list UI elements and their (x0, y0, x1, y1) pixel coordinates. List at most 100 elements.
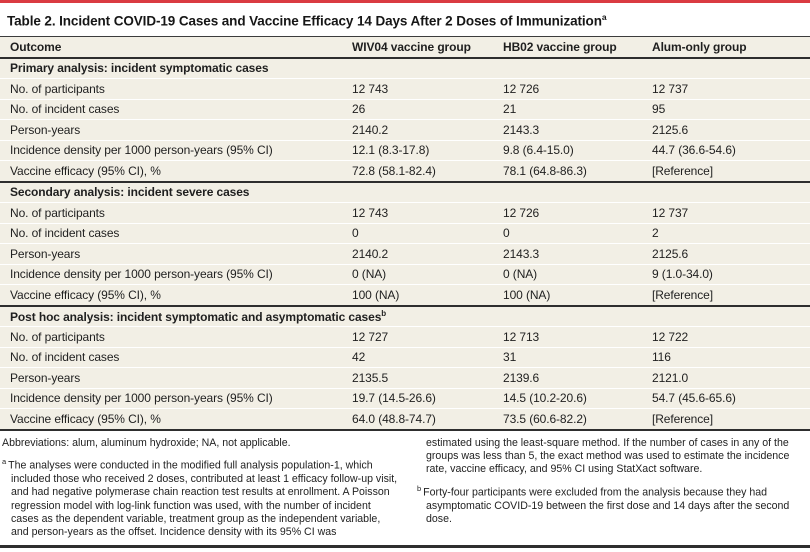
table-row: No. of incident cases 42 31 116 (0, 347, 810, 368)
cell-value: 64.0 (48.8-74.7) (352, 408, 503, 430)
cell-value: 12.1 (8.3-17.8) (352, 140, 503, 161)
cell-value: 31 (503, 347, 652, 368)
footnote-a-continuation: estimated using the least-square method.… (426, 436, 790, 476)
cell-value: 12 737 (652, 78, 810, 99)
cell-value: 116 (652, 347, 810, 368)
table-row: Vaccine efficacy (95% CI), % 72.8 (58.1-8… (0, 160, 810, 182)
cell-value: 19.7 (14.5-26.6) (352, 388, 503, 409)
cell-value: 2125.6 (652, 119, 810, 140)
footnote-b-text: Forty-four participants were excluded fr… (423, 486, 790, 526)
row-label: No. of incident cases (0, 347, 352, 368)
cell-value: 100 (NA) (503, 284, 652, 306)
table-row: Vaccine efficacy (95% CI), % 64.0 (48.8-7… (0, 408, 810, 430)
section-footnote-marker: b (381, 308, 387, 318)
row-label: Incidence density per 1000 person-years … (0, 140, 352, 161)
table-row: No. of participants 12 727 12 713 12 722 (0, 326, 810, 347)
row-label: Incidence density per 1000 person-years … (0, 388, 352, 409)
cell-value: 9 (1.0-34.0) (652, 264, 810, 285)
footnote-a: a The analyses were conducted in the modi… (2, 455, 399, 540)
cell-value: 2125.6 (652, 243, 810, 264)
accent-rule (0, 0, 810, 3)
row-label: No. of incident cases (0, 99, 352, 120)
cell-value: 2140.2 (352, 119, 503, 140)
section-header: Primary analysis: incident symptomatic c… (0, 57, 810, 79)
row-label: No. of incident cases (0, 223, 352, 244)
table-header: Outcome WIV04 vaccine group HB02 vaccine… (0, 36, 810, 59)
data-table: Outcome WIV04 vaccine group HB02 vaccine… (0, 36, 810, 431)
footnotes: Abbreviations: alum, aluminum hydroxide;… (0, 431, 810, 545)
row-label: No. of participants (0, 202, 352, 223)
cell-value: 26 (352, 99, 503, 120)
footnotes-left-column: Abbreviations: alum, aluminum hydroxide;… (2, 437, 399, 545)
table-row: Person-years 2140.2 2143.3 2125.6 (0, 119, 810, 140)
table-title: Table 2. Incident COVID-19 Cases and Vac… (0, 3, 810, 37)
cell-value: 0 (NA) (503, 264, 652, 285)
row-label: Person-years (0, 367, 352, 388)
cell-value: 2140.2 (352, 243, 503, 264)
row-label: Person-years (0, 243, 352, 264)
section-title: Post hoc analysis: incident symptomatic … (10, 309, 382, 324)
footnote-a-text: The analyses were conducted in the modif… (8, 459, 398, 539)
row-label: Vaccine efficacy (95% CI), % (0, 284, 352, 306)
cell-value: [Reference] (652, 408, 810, 430)
section-title: Primary analysis: incident symptomatic c… (10, 61, 269, 76)
row-label: Incidence density per 1000 person-years … (0, 264, 352, 285)
table-row: Person-years 2140.2 2143.3 2125.6 (0, 243, 810, 264)
cell-value: 73.5 (60.6-82.2) (503, 408, 652, 430)
cell-value: 100 (NA) (352, 284, 503, 306)
column-header-alum: Alum-only group (652, 36, 810, 59)
section-title: Secondary analysis: incident severe case… (10, 185, 250, 200)
section-header-row: Primary analysis: incident symptomatic c… (0, 57, 810, 79)
title-footnote-marker: a (601, 12, 607, 22)
cell-value: 21 (503, 99, 652, 120)
table-row: No. of incident cases 26 21 95 (0, 99, 810, 120)
footnotes-right-column: estimated using the least-square method.… (417, 437, 808, 545)
table-body: Primary analysis: incident symptomatic c… (0, 57, 810, 430)
cell-value: 9.8 (6.4-15.0) (503, 140, 652, 161)
footnote-b-marker: b (417, 483, 422, 493)
table-header-row: Outcome WIV04 vaccine group HB02 vaccine… (0, 36, 810, 59)
cell-value: 14.5 (10.2-20.6) (503, 388, 652, 409)
row-label: Person-years (0, 119, 352, 140)
footnote-a-marker: a (2, 456, 7, 466)
cell-value: [Reference] (652, 160, 810, 182)
table-row: Vaccine efficacy (95% CI), % 100 (NA) 100 … (0, 284, 810, 306)
cell-value: 0 (503, 223, 652, 244)
row-label: Vaccine efficacy (95% CI), % (0, 408, 352, 430)
section-header: Post hoc analysis: incident symptomatic … (0, 305, 810, 327)
cell-value: 12 726 (503, 78, 652, 99)
cell-value: 0 (352, 223, 503, 244)
cell-value: 42 (352, 347, 503, 368)
cell-value: 2121.0 (652, 367, 810, 388)
row-label: No. of participants (0, 326, 352, 347)
table-row: Person-years 2135.5 2139.6 2121.0 (0, 367, 810, 388)
cell-value: 12 737 (652, 202, 810, 223)
row-label: Vaccine efficacy (95% CI), % (0, 160, 352, 182)
cell-value: 12 743 (352, 202, 503, 223)
cell-value: 0 (NA) (352, 264, 503, 285)
cell-value: 12 743 (352, 78, 503, 99)
cell-value: 78.1 (64.8-86.3) (503, 160, 652, 182)
cell-value: 2143.3 (503, 119, 652, 140)
cell-value: 44.7 (36.6-54.6) (652, 140, 810, 161)
cell-value: 2135.5 (352, 367, 503, 388)
row-label: No. of participants (0, 78, 352, 99)
column-header-hb02: HB02 vaccine group (503, 36, 652, 59)
cell-value: 2 (652, 223, 810, 244)
cell-value: 54.7 (45.6-65.6) (652, 388, 810, 409)
cell-value: 2143.3 (503, 243, 652, 264)
table-title-text: Table 2. Incident COVID-19 Cases and Vac… (7, 13, 602, 29)
cell-value: 12 713 (503, 326, 652, 347)
table-row: No. of participants 12 743 12 726 12 737 (0, 78, 810, 99)
section-header: Secondary analysis: incident severe case… (0, 181, 810, 203)
column-header-outcome: Outcome (0, 36, 352, 59)
cell-value: 12 726 (503, 202, 652, 223)
section-header-row: Post hoc analysis: incident symptomatic … (0, 305, 810, 327)
abbreviations-note: Abbreviations: alum, aluminum hydroxide;… (2, 436, 291, 449)
bottom-rule (0, 545, 810, 548)
section-header-row: Secondary analysis: incident severe case… (0, 181, 810, 203)
table-row: Incidence density per 1000 person-years … (0, 388, 810, 409)
cell-value: 12 722 (652, 326, 810, 347)
footnote-b: b Forty-four participants were excluded f… (417, 482, 808, 527)
